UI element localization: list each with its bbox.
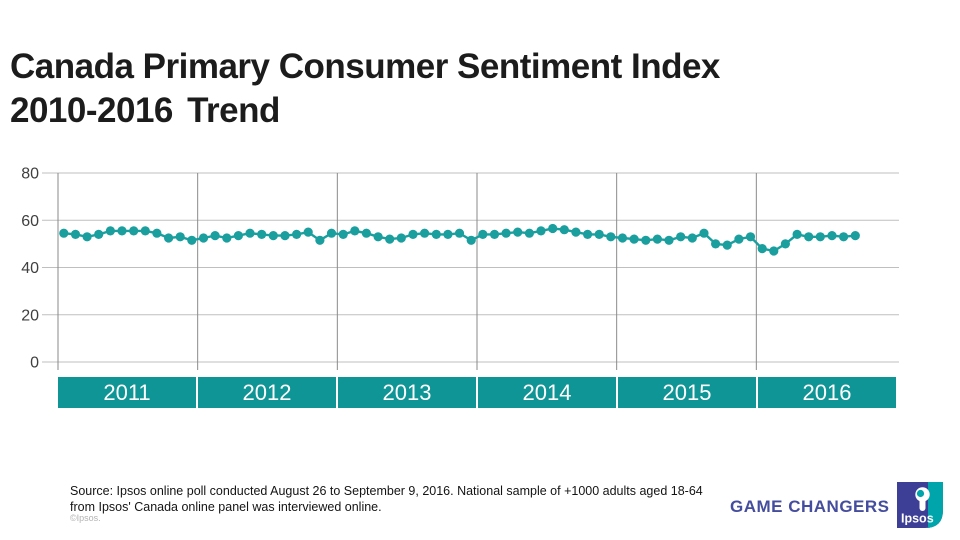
title-line1: Canada Primary Consumer Sentiment Index <box>10 47 720 87</box>
y-tick-label: 0 <box>30 355 39 372</box>
year-label-2014: 2014 <box>476 377 616 408</box>
data-point <box>129 226 139 236</box>
data-point <box>524 228 535 238</box>
data-point <box>303 227 313 237</box>
y-tick-label: 20 <box>21 307 39 324</box>
data-point <box>664 235 674 245</box>
data-point <box>629 234 639 244</box>
data-point <box>606 232 616 242</box>
data-point <box>815 232 825 242</box>
data-point <box>792 229 802 239</box>
data-point <box>280 231 290 241</box>
data-point <box>745 232 756 242</box>
data-point <box>780 239 791 249</box>
data-point <box>676 232 686 242</box>
data-point <box>699 228 709 238</box>
data-point <box>431 229 441 239</box>
data-point <box>373 232 383 242</box>
year-label-2016: 2016 <box>756 377 896 408</box>
data-point <box>82 232 92 242</box>
data-point <box>70 229 81 239</box>
source-line1: Source: Ipsos online poll conducted Augu… <box>70 484 703 498</box>
data-point <box>652 234 663 244</box>
data-point <box>839 232 849 242</box>
data-point <box>804 232 814 242</box>
data-point <box>850 231 860 241</box>
x-axis-year-band: 2011 2012 2013 2014 2015 2016 <box>58 377 896 408</box>
data-point <box>222 233 232 243</box>
copyright-note: ©Ipsos. <box>70 513 101 523</box>
data-point <box>711 239 721 249</box>
y-tick-label: 40 <box>21 260 39 277</box>
data-point <box>117 226 127 236</box>
data-point <box>769 246 779 256</box>
data-point <box>548 223 558 234</box>
data-point <box>722 240 732 250</box>
year-label-2012: 2012 <box>196 377 336 408</box>
data-point <box>338 229 348 239</box>
title-line2: 2010-2016 Trend <box>10 91 280 131</box>
data-point <box>501 228 511 238</box>
data-point <box>245 228 255 238</box>
game-changers-tagline: GAME CHANGERS <box>730 497 890 516</box>
data-point <box>466 235 476 245</box>
data-point <box>257 229 267 239</box>
source-line2: from Ipsos' Canada online panel was inte… <box>70 499 382 514</box>
data-point <box>385 234 395 244</box>
data-point <box>594 229 604 239</box>
logo-figure-body <box>919 497 926 511</box>
data-point <box>140 226 150 236</box>
year-label-2011: 2011 <box>58 377 196 408</box>
data-point <box>59 228 69 238</box>
data-point <box>105 226 115 236</box>
logo-figure-eye <box>916 489 925 498</box>
source-note: Source: Ipsos online poll conducted Augu… <box>70 484 770 515</box>
data-point <box>164 233 174 243</box>
data-point <box>361 228 371 238</box>
data-point <box>454 228 465 238</box>
data-point <box>478 229 488 239</box>
data-point <box>559 225 569 235</box>
data-point <box>315 235 325 245</box>
data-point <box>513 227 523 237</box>
page-title: Canada Primary Consumer Sentiment Index … <box>10 45 890 133</box>
year-label-2015: 2015 <box>616 377 756 408</box>
data-point <box>326 228 337 238</box>
ipsos-logo-graphic: Ipsos <box>897 482 943 528</box>
data-point <box>152 228 162 238</box>
data-point <box>641 235 651 245</box>
data-point <box>420 228 430 238</box>
data-point <box>571 227 581 237</box>
data-point <box>687 233 697 243</box>
data-point <box>734 234 744 244</box>
data-point <box>396 233 406 243</box>
ipsos-logo: Ipsos <box>897 482 943 528</box>
data-point <box>583 229 593 239</box>
data-point <box>827 231 837 241</box>
data-point <box>210 231 220 241</box>
data-point <box>350 226 360 236</box>
data-point <box>757 244 767 254</box>
data-point <box>489 229 500 239</box>
data-point <box>268 231 278 241</box>
year-label-2013: 2013 <box>336 377 476 408</box>
data-point <box>187 235 197 245</box>
logo-wordmark: Ipsos <box>901 512 934 526</box>
y-tick-label: 60 <box>21 213 39 230</box>
data-point <box>443 229 453 239</box>
data-point <box>198 233 209 243</box>
data-point <box>175 232 185 242</box>
data-point <box>617 233 628 243</box>
data-point <box>292 229 302 239</box>
y-tick-label: 80 <box>21 166 39 183</box>
data-point <box>408 229 418 239</box>
data-point <box>94 229 104 239</box>
data-point <box>233 231 243 241</box>
data-point <box>536 226 546 236</box>
